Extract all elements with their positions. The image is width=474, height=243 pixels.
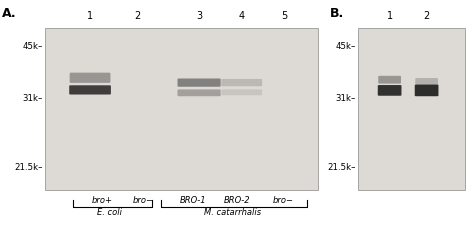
Text: 45k–: 45k–	[22, 42, 43, 51]
Text: E. coli: E. coli	[98, 208, 122, 217]
Text: bro−: bro−	[133, 196, 154, 205]
Text: 1: 1	[387, 11, 392, 21]
Text: 4: 4	[239, 11, 245, 21]
FancyBboxPatch shape	[415, 78, 438, 85]
Text: 21.5k–: 21.5k–	[327, 163, 356, 172]
Text: 31k–: 31k–	[22, 94, 43, 103]
Text: 31k–: 31k–	[335, 94, 356, 103]
FancyBboxPatch shape	[177, 78, 221, 87]
FancyBboxPatch shape	[69, 85, 111, 95]
Text: 2: 2	[134, 11, 141, 21]
Text: 21.5k–: 21.5k–	[14, 163, 43, 172]
Text: bro−: bro−	[273, 196, 294, 205]
Text: 1: 1	[87, 11, 93, 21]
Text: BRO-1: BRO-1	[180, 196, 207, 205]
Text: 3: 3	[196, 11, 202, 21]
Text: BRO-2: BRO-2	[224, 196, 250, 205]
FancyBboxPatch shape	[378, 85, 401, 96]
Text: 2: 2	[423, 11, 430, 21]
Text: 5: 5	[281, 11, 288, 21]
Bar	[45, 28, 318, 190]
Text: B.: B.	[329, 7, 344, 20]
Text: A.: A.	[2, 7, 17, 20]
Text: 45k–: 45k–	[335, 42, 356, 51]
Bar	[358, 28, 465, 190]
FancyBboxPatch shape	[221, 89, 262, 95]
FancyBboxPatch shape	[221, 79, 262, 86]
FancyBboxPatch shape	[378, 76, 401, 84]
FancyBboxPatch shape	[70, 73, 110, 83]
Text: bro+: bro+	[92, 196, 113, 205]
Text: M. catarrhalis: M. catarrhalis	[204, 208, 261, 217]
FancyBboxPatch shape	[415, 85, 438, 96]
FancyBboxPatch shape	[177, 89, 221, 96]
